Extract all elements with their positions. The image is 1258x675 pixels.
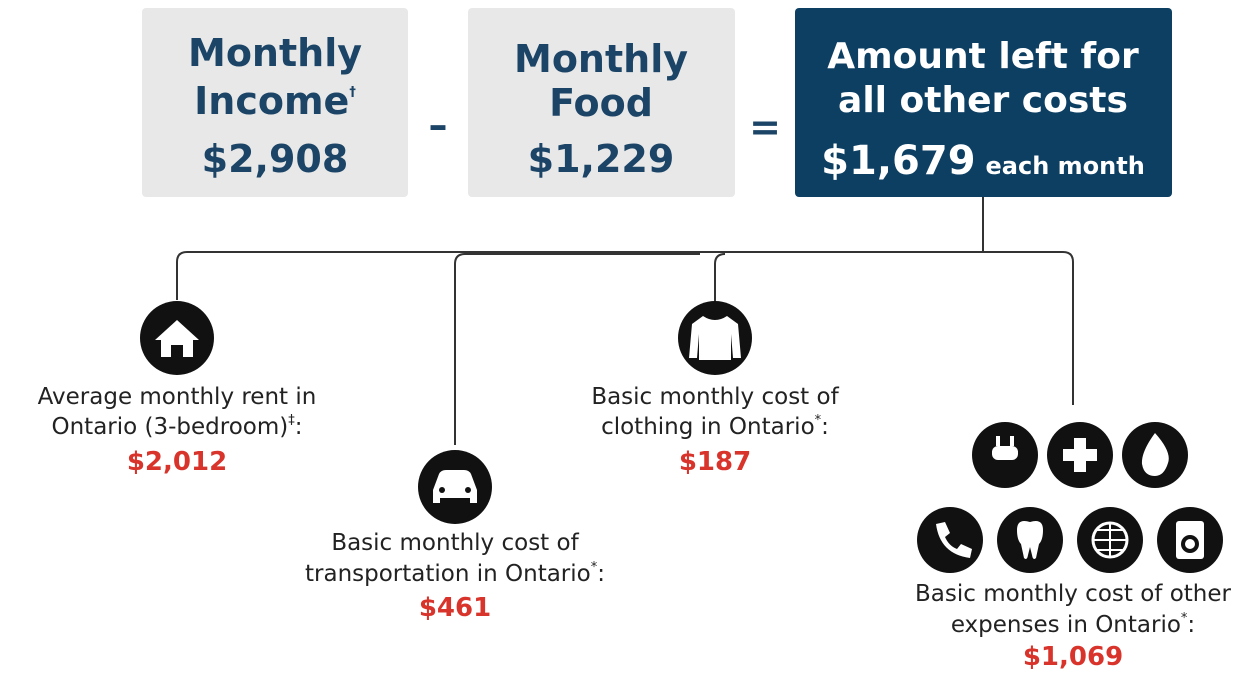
item-text: expenses in Ontario bbox=[951, 612, 1181, 638]
food-line: Food bbox=[549, 81, 653, 125]
connector bbox=[454, 253, 700, 445]
item-end: : bbox=[295, 414, 303, 440]
footnote-mark: ‡ bbox=[288, 413, 295, 428]
item-other: Basic monthly cost of other expenses in … bbox=[915, 581, 1231, 672]
house-icon bbox=[140, 301, 214, 375]
result-suffix: each month bbox=[986, 152, 1145, 180]
connector bbox=[714, 253, 726, 302]
item-end: : bbox=[1187, 612, 1195, 638]
item-label: transportation in Ontario*: bbox=[305, 560, 605, 587]
item-label: Basic monthly cost of other bbox=[915, 581, 1231, 607]
item-label: expenses in Ontario*: bbox=[951, 611, 1195, 638]
food-box bbox=[468, 8, 735, 197]
connectors bbox=[176, 197, 1074, 445]
income-line: Monthly bbox=[188, 31, 362, 75]
item-label: Average monthly rent in bbox=[38, 384, 317, 410]
item-transport: Basic monthly cost of transportation in … bbox=[305, 530, 605, 623]
item-label: clothing in Ontario*: bbox=[601, 413, 829, 440]
item-amount: $187 bbox=[679, 447, 751, 477]
footnote-mark: † bbox=[349, 85, 356, 100]
item-amount: $461 bbox=[419, 593, 491, 623]
food-amount: $1,229 bbox=[528, 137, 675, 181]
income-box bbox=[142, 8, 408, 197]
result-amount-line: $1,679 each month bbox=[821, 138, 1145, 184]
income-text: Income bbox=[194, 79, 349, 123]
result-line: all other costs bbox=[838, 80, 1128, 121]
minus: – bbox=[429, 103, 448, 147]
food-line: Monthly bbox=[514, 37, 688, 81]
item-clothing: Basic monthly cost of clothing in Ontari… bbox=[591, 384, 839, 477]
result-line: Amount left for bbox=[827, 36, 1139, 77]
item-amount: $2,012 bbox=[127, 447, 227, 477]
item-text: Ontario (3-bedroom) bbox=[52, 414, 289, 440]
footnote-mark: * bbox=[1181, 611, 1188, 626]
item-end: : bbox=[821, 414, 829, 440]
footnote-mark: * bbox=[815, 413, 822, 428]
result-amount: $1,679 bbox=[821, 138, 975, 184]
footnote-mark: * bbox=[591, 560, 598, 575]
expense-icons bbox=[917, 422, 1223, 573]
income-line: Income† bbox=[194, 79, 356, 123]
item-amount: $1,069 bbox=[1023, 642, 1123, 671]
item-text: clothing in Ontario bbox=[601, 414, 815, 440]
income-amount: $2,908 bbox=[202, 137, 349, 181]
connector bbox=[176, 251, 1074, 405]
car-icon bbox=[418, 450, 492, 524]
shirt-icon bbox=[678, 301, 752, 375]
item-label: Ontario (3-bedroom)‡: bbox=[52, 413, 303, 440]
item-label: Basic monthly cost of bbox=[331, 530, 579, 556]
item-rent: Average monthly rent in Ontario (3-bedro… bbox=[38, 384, 317, 477]
result-box bbox=[795, 8, 1172, 197]
item-end: : bbox=[597, 561, 605, 587]
item-label: Basic monthly cost of bbox=[591, 384, 839, 410]
equals: = bbox=[749, 105, 781, 149]
item-text: transportation in Ontario bbox=[305, 561, 591, 587]
